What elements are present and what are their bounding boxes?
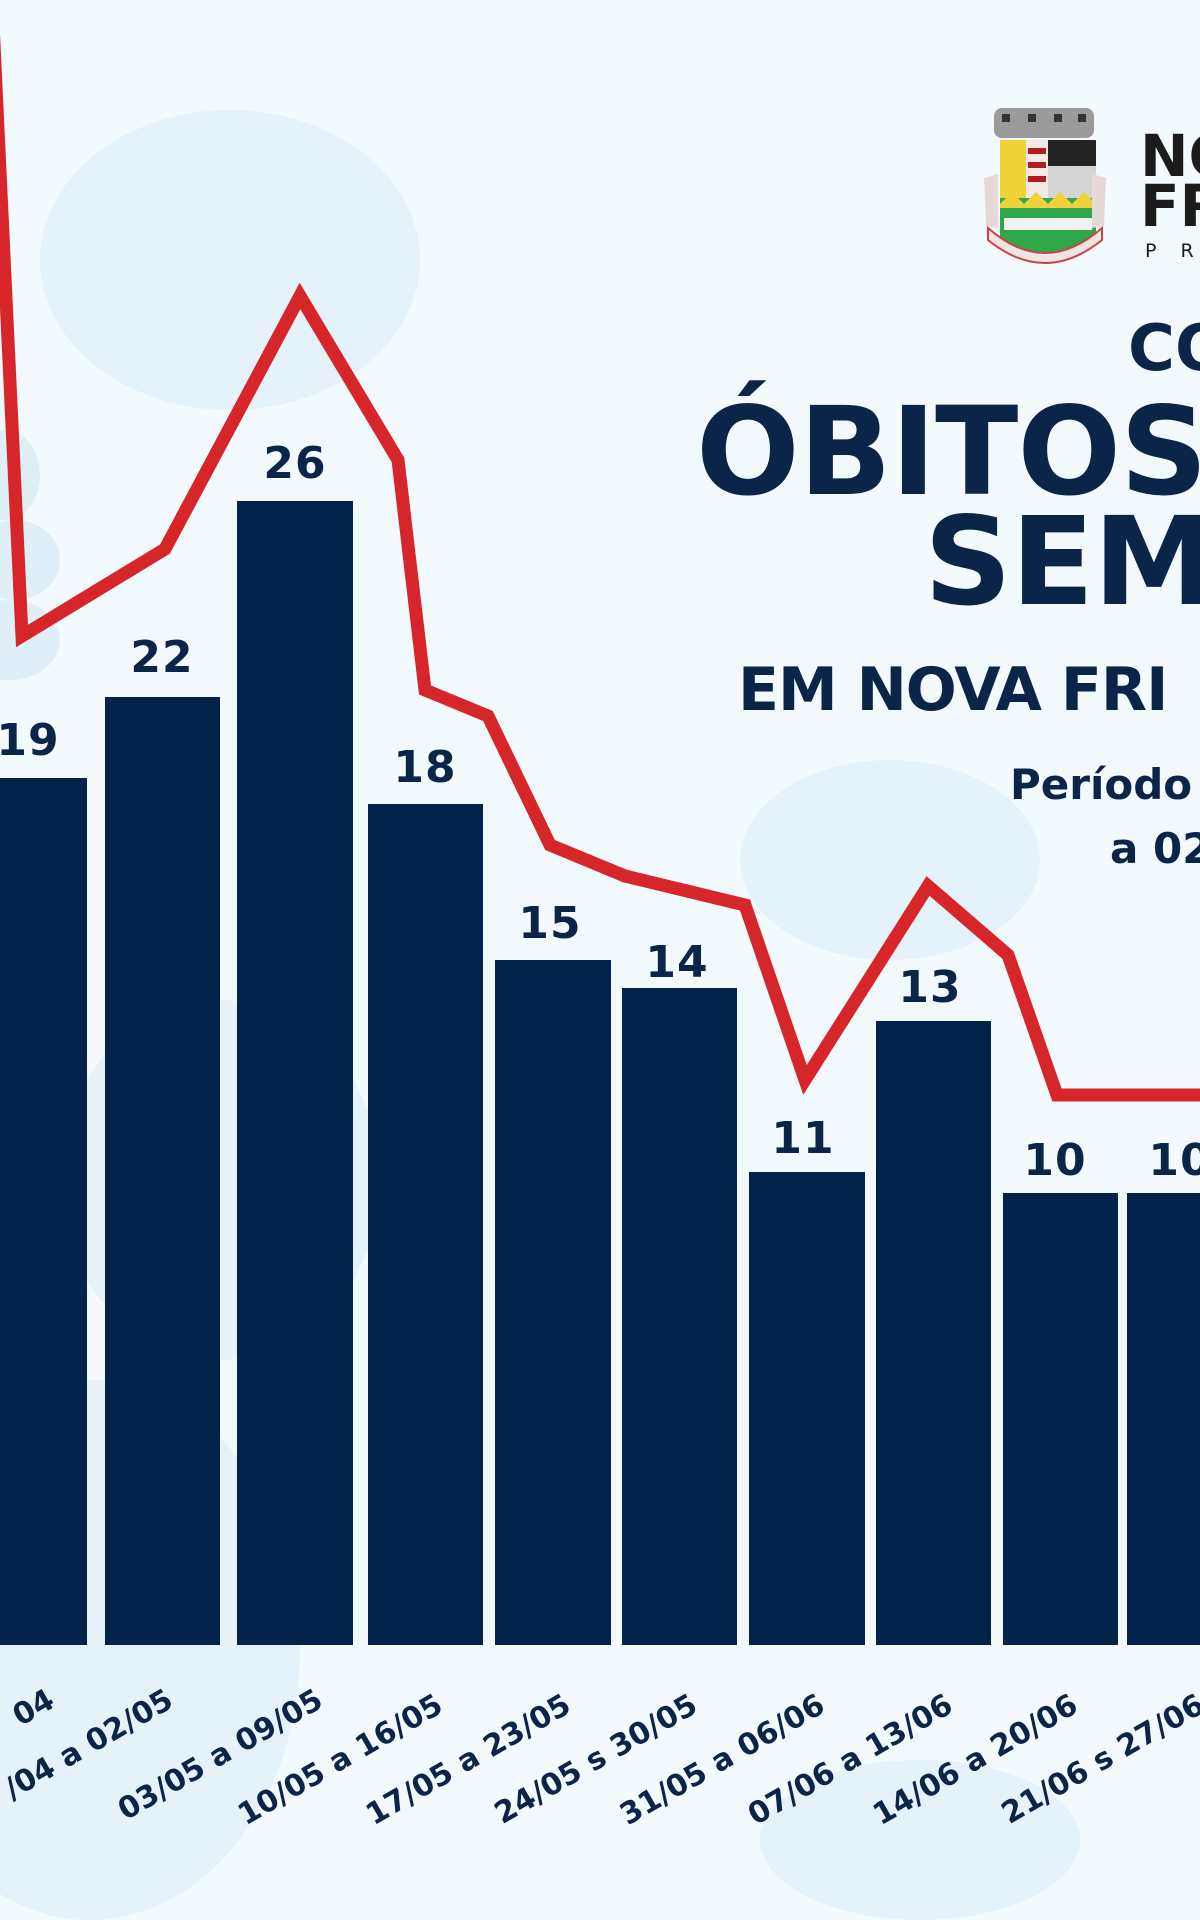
period-label: Período: [1010, 760, 1193, 809]
bar-value-label: 11: [771, 1113, 835, 1164]
bar-week-10: [1127, 1193, 1200, 1645]
bar-value-label: 26: [263, 438, 327, 489]
bar-value-label: 14: [645, 937, 709, 988]
bar-week-9: [1003, 1193, 1118, 1645]
bar-value-label: 18: [393, 742, 457, 793]
brand-name-line2: FR: [1140, 172, 1200, 240]
bar-week-6: [622, 988, 737, 1645]
bar-week-8: [876, 1021, 991, 1645]
subtitle-location: EM NOVA FRI: [738, 655, 1168, 725]
virus-bg-decoration: [760, 1760, 1080, 1920]
brand-name-line1: NO: [1140, 122, 1200, 190]
virus-bg-decoration: [40, 110, 420, 410]
bar-week-3: [237, 501, 353, 1645]
bar-week-4: [368, 804, 483, 1645]
bar-week-1: [0, 778, 87, 1645]
page-title-obitos: ÓBITOS: [696, 381, 1200, 523]
bar-value-label: 10: [1023, 1135, 1087, 1186]
bar-week-5: [495, 960, 611, 1645]
bar-value-label: 10: [1148, 1135, 1200, 1186]
virus-bg-decoration: [740, 760, 1040, 960]
bar-value-label: 22: [130, 632, 194, 683]
brand-name-line3: PR: [1145, 240, 1194, 262]
period-end-date: a 02: [1110, 824, 1200, 873]
page-title-semana: SEMA: [924, 491, 1200, 633]
bar-week-7: [749, 1172, 865, 1645]
title-prefix: CO: [1128, 312, 1200, 386]
nova-friburgo-coat-of-arms-icon: [978, 108, 1112, 268]
bar-value-label: 15: [518, 898, 582, 949]
bar-value-label: 19: [0, 715, 60, 766]
bar-week-2: [105, 697, 220, 1645]
bar-value-label: 13: [898, 962, 962, 1013]
